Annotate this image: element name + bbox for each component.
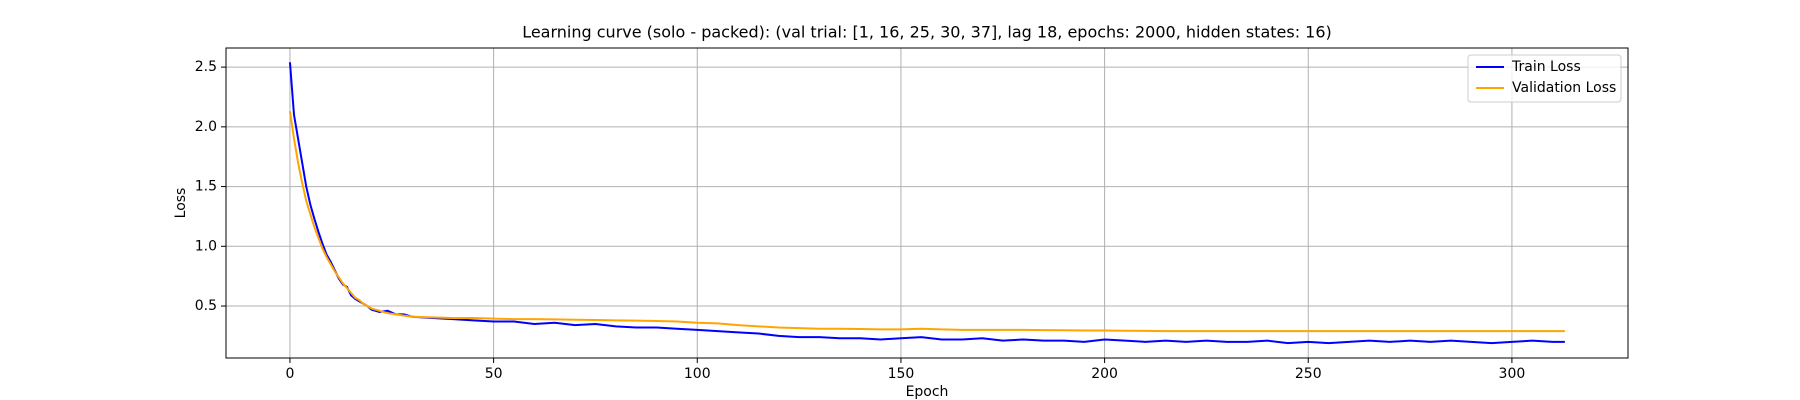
y-axis-label: Loss xyxy=(173,188,189,219)
x-tick-label: 50 xyxy=(485,366,503,382)
y-tick-label: 1.0 xyxy=(195,238,217,254)
x-tick-label: 100 xyxy=(684,366,711,382)
x-tick-label: 300 xyxy=(1499,366,1526,382)
x-tick-label: 200 xyxy=(1091,366,1118,382)
x-tick-label: 150 xyxy=(888,366,915,382)
plot-frame xyxy=(225,47,1629,359)
y-tick-label: 0.5 xyxy=(195,298,217,314)
series-line xyxy=(288,62,1565,345)
x-axis-label: Epoch xyxy=(906,384,949,400)
y-tick-label: 2.0 xyxy=(195,119,217,135)
legend: Train Loss Validation Loss xyxy=(1467,54,1622,103)
chart-title: Learning curve (solo - packed): (val tri… xyxy=(522,23,1332,42)
x-tick-label: 250 xyxy=(1295,366,1322,382)
y-tick-label: 1.5 xyxy=(195,179,217,195)
legend-label: Validation Loss xyxy=(1512,80,1616,96)
series-line xyxy=(288,111,1565,333)
legend-box xyxy=(1467,54,1622,103)
y-tick-label: 2.5 xyxy=(195,59,217,75)
legend-label: Train Loss xyxy=(1511,59,1581,75)
x-tick-label: 0 xyxy=(285,366,294,382)
